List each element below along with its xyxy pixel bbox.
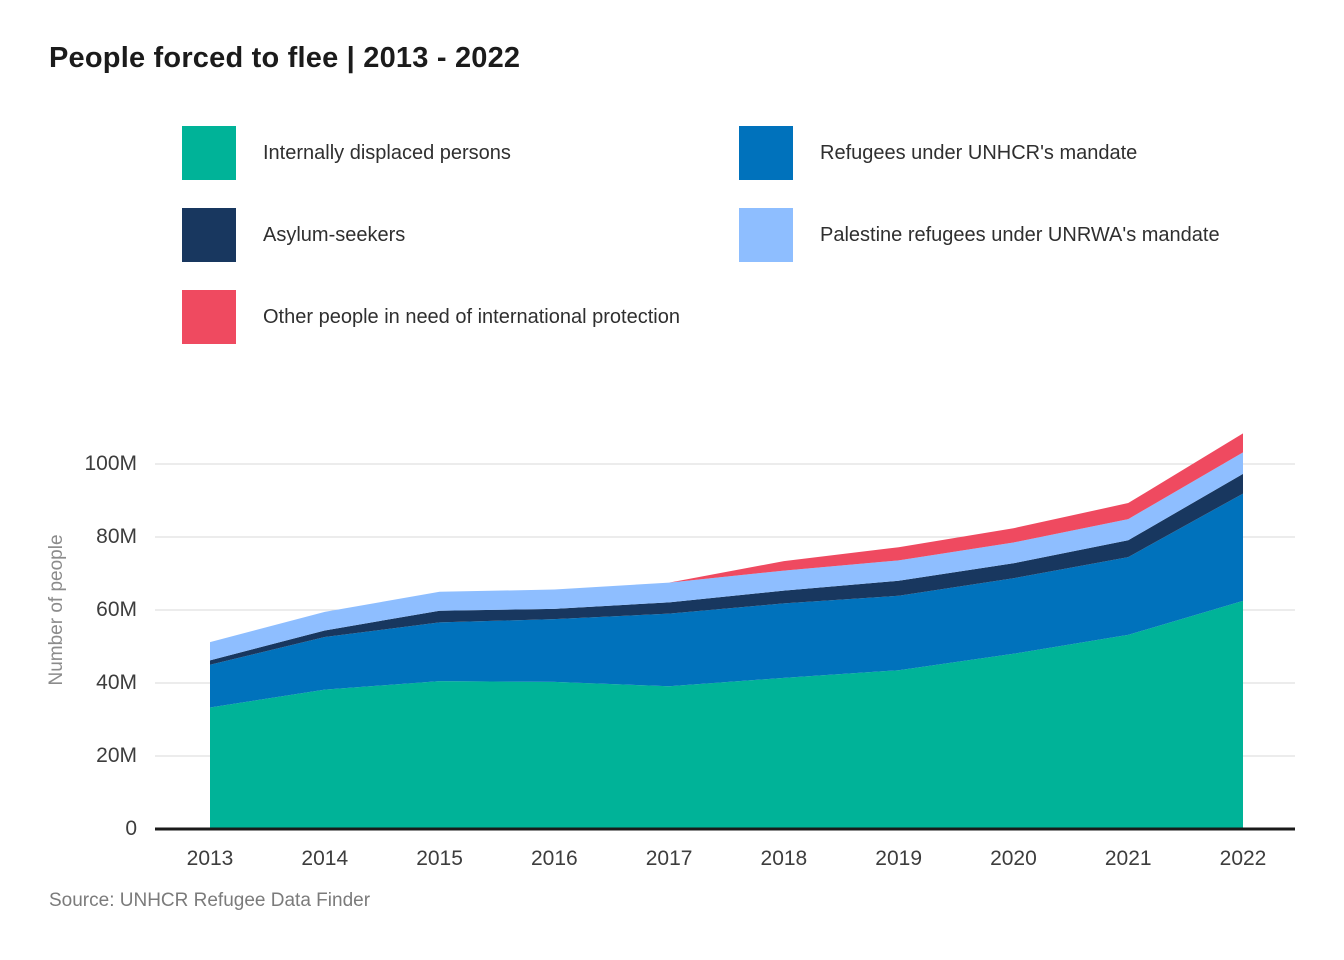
area-series-4 — [210, 433, 1243, 643]
y-tick-label: 0 — [125, 817, 137, 840]
x-tick-label: 2017 — [645, 847, 693, 870]
legend-swatch-unrwa-icon — [739, 208, 793, 262]
y-tick-label: 40M — [96, 671, 137, 694]
x-tick-label: 2013 — [186, 847, 234, 870]
x-tick-label: 2014 — [301, 847, 349, 870]
x-tick-label: 2016 — [530, 847, 578, 870]
x-tick-label: 2015 — [416, 847, 463, 870]
y-tick-label: 60M — [96, 598, 137, 621]
area-series-0 — [210, 600, 1243, 829]
x-tick-label: 2018 — [760, 847, 808, 870]
legend-item-asylum-seekers: Asylum-seekers — [182, 208, 405, 262]
legend-label-refugees-unhcr: Refugees under UNHCR's mandate — [820, 141, 1138, 164]
y-tick-label: 100M — [84, 452, 137, 475]
area-series-3 — [210, 452, 1243, 661]
legend-swatch-refugees-icon — [739, 126, 793, 180]
legend-label-asylum-seekers: Asylum-seekers — [263, 223, 406, 246]
legend-label-idp: Internally displaced persons — [263, 141, 511, 164]
legend-label-other-protection: Other people in need of international pr… — [263, 305, 680, 328]
legend-swatch-asylum-icon — [182, 208, 236, 262]
x-tick-label: 2020 — [990, 847, 1037, 870]
legend-item-idp: Internally displaced persons — [182, 126, 511, 180]
legend-item-unrwa: Palestine refugees under UNRWA's mandate — [739, 208, 1220, 262]
page-title: People forced to flee | 2013 - 2022 — [49, 42, 521, 74]
legend-swatch-idp-icon — [182, 126, 236, 180]
legend-swatch-other-icon — [182, 290, 236, 344]
area-series-2 — [210, 473, 1243, 665]
y-tick-label: 20M — [96, 744, 137, 767]
legend-item-refugees-unhcr: Refugees under UNHCR's mandate — [739, 126, 1137, 180]
x-tick-label: 2022 — [1219, 847, 1267, 870]
x-tick-label: 2019 — [875, 847, 923, 870]
y-tick-label: 80M — [96, 525, 137, 548]
legend-label-unrwa: Palestine refugees under UNRWA's mandate — [820, 223, 1220, 246]
source-note: Source: UNHCR Refugee Data Finder — [49, 890, 371, 911]
x-tick-label: 2021 — [1104, 847, 1152, 870]
legend-item-other-protection: Other people in need of international pr… — [182, 290, 680, 344]
area-series-1 — [210, 493, 1243, 708]
